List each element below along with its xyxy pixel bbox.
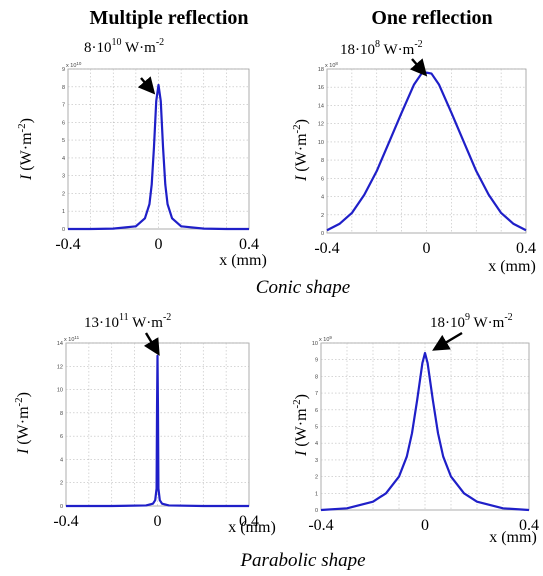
x-tick-label: 0.4 [239, 236, 259, 253]
y-tick-label: 6 [60, 434, 63, 440]
plot-frame [67, 68, 250, 230]
y-tick-label: 8 [62, 85, 65, 91]
y-tick-label: 8 [60, 411, 63, 417]
x-tick-label: 0 [155, 236, 163, 253]
header-multiple-reflection: Multiple reflection [89, 7, 248, 29]
y-tick-label: 5 [315, 425, 318, 431]
y-tick-label: 1 [315, 491, 318, 497]
y-tick-label: 7 [315, 391, 318, 397]
x-tick-label: -0.4 [53, 513, 78, 530]
y-tick-label: 4 [60, 457, 63, 463]
y-tick-label: 2 [315, 475, 318, 481]
y-tick-label: 1 [62, 209, 65, 215]
y-tick-label: 0 [62, 227, 65, 233]
caption-parabolic-shape: Parabolic shape [239, 550, 365, 571]
y-tick-label: 4 [321, 195, 324, 201]
y-scale-label: x 1011 [64, 335, 80, 343]
y-tick-label: 16 [318, 85, 324, 91]
peak-label: 8·1010 W·m-2 [84, 37, 164, 56]
plot-frame [320, 342, 530, 511]
peak-label: 18·109 W·m-2 [430, 312, 513, 331]
y-tick-label: 2 [62, 191, 65, 197]
x-tick-label: 0 [421, 517, 429, 534]
x-tick-label: 0 [423, 240, 431, 257]
y-tick-label: 12 [318, 122, 324, 128]
y-tick-label: 5 [62, 138, 65, 144]
y-tick-label: 4 [62, 156, 65, 162]
y-tick-label: 8 [321, 158, 324, 164]
y-tick-label: 12 [57, 364, 63, 370]
y-axis-label: I (W·m-2) [291, 119, 310, 182]
chart-parabolic-one: 0 1 2 3 4 5 6 7 8 9 10x 109 -0.4 0 0.4x (mm) I (W·m-2)… [291, 312, 539, 546]
y-tick-label: 8 [315, 374, 318, 380]
x-tick-label: -0.4 [55, 236, 80, 253]
y-axis-label: I (W·m-2) [13, 392, 32, 455]
y-tick-label: 6 [321, 176, 324, 182]
peak-arrow [409, 58, 428, 77]
x-tick-label: 0.4 [519, 517, 539, 534]
x-axis-label: x (mm) [489, 529, 537, 546]
y-tick-label: 2 [60, 481, 63, 487]
peak-arrow [432, 331, 463, 351]
y-axis-label: I (W·m-2) [16, 118, 35, 181]
y-tick-label: 10 [318, 140, 324, 146]
y-scale-label: x 109 [319, 335, 332, 343]
y-tick-label: 9 [62, 67, 65, 73]
peak-label: 13·1011 W·m-2 [84, 312, 171, 331]
y-tick-label: 6 [315, 408, 318, 414]
chart-conic-one: 0 2 4 6 8 10 12 14 16 18x 108 -0.4 0 0.4x (mm) I (W·m… [291, 39, 536, 275]
y-tick-label: 6 [62, 120, 65, 126]
peak-arrow [137, 76, 156, 95]
series-line [68, 83, 249, 231]
y-tick-label: 0 [60, 504, 63, 510]
x-tick-label: 0.4 [516, 240, 536, 257]
chart-conic-multiple: 0 1 2 3 4 5 6 7 8 9x 1010 -0.4 0 0.4x (mm) I (W·m-2) 8… [16, 37, 267, 269]
y-tick-label: 7 [62, 103, 65, 109]
x-tick-label: 0.4 [239, 513, 259, 530]
y-tick-label: 14 [57, 341, 63, 347]
x-axis-label: x (mm) [488, 258, 536, 275]
y-tick-label: 18 [318, 67, 324, 73]
x-axis-label: x (mm) [228, 519, 276, 536]
y-scale-label: x 108 [325, 61, 338, 69]
y-tick-label: 3 [62, 174, 65, 180]
y-axis-label: I (W·m-2) [291, 394, 310, 457]
chart-parabolic-multiple: 0 2 4 6 8 10 12 14x 1011 -0.4 0 0.4x (mm) I (W·m-2)… [13, 312, 276, 536]
y-tick-label: 10 [312, 341, 318, 347]
y-tick-label: 14 [318, 103, 324, 109]
x-tick-label: -0.4 [308, 517, 333, 534]
y-tick-label: 0 [315, 508, 318, 514]
x-tick-label: 0 [154, 513, 162, 530]
peak-label: 18·108 W·m-2 [340, 39, 423, 58]
peak-arrow [143, 332, 160, 356]
y-tick-label: 2 [321, 213, 324, 219]
y-tick-label: 9 [315, 358, 318, 364]
y-tick-label: 0 [321, 231, 324, 237]
x-tick-label: -0.4 [314, 240, 339, 257]
y-tick-label: 3 [315, 458, 318, 464]
y-scale-label: x 1010 [66, 61, 82, 69]
header-one-reflection: One reflection [371, 7, 492, 29]
y-tick-label: 4 [315, 441, 318, 447]
caption-conic-shape: Conic shape [256, 277, 350, 298]
y-tick-label: 10 [57, 388, 63, 394]
x-axis-label: x (mm) [219, 252, 267, 269]
series-line [320, 351, 530, 512]
